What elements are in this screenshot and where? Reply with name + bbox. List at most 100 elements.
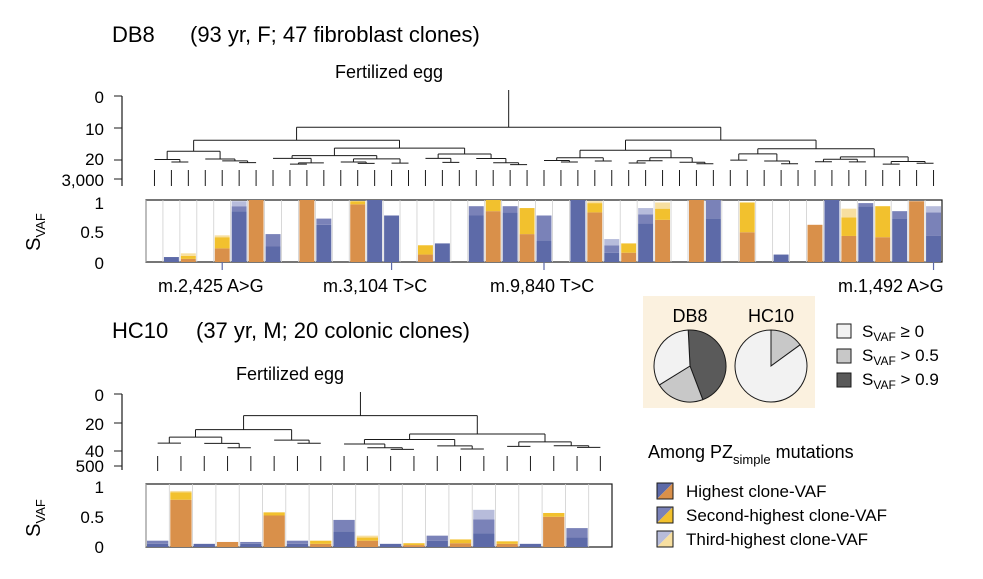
db8-bar-33-second xyxy=(705,200,721,219)
db8-root-label: Fertilized egg xyxy=(335,62,443,82)
hc10-root-label: Fertilized egg xyxy=(236,364,344,384)
db8-bar-5-third xyxy=(231,201,247,207)
mutation-legend-swatch-1-frame xyxy=(656,506,674,524)
mutation-legend-swatch-2-frame xyxy=(656,530,674,548)
pie-0-slice-2 xyxy=(687,329,727,401)
hc10-bar-10-highest xyxy=(380,543,402,547)
hc10-bar-15-second xyxy=(496,541,518,544)
pie-legend-text-1: SVAF > 0.5 xyxy=(862,346,939,368)
hc10-bar-3-highest xyxy=(216,541,239,547)
mutation-legend-swatch-0-frame xyxy=(656,482,674,500)
hc10-bar-13-highest xyxy=(449,543,472,547)
db8-bar-43-highest xyxy=(875,237,891,262)
hc10-bar-8-highest xyxy=(333,531,355,547)
hc10-tree-tick-40: 40 xyxy=(85,442,104,461)
db8-bar-28-second xyxy=(621,243,637,253)
db8-tree-tick-3000: 3,000 xyxy=(61,171,104,190)
hc10-bar-1-third xyxy=(170,490,192,493)
hc10-bar-16-highest xyxy=(519,543,542,547)
db8-bar-41-highest xyxy=(841,235,857,262)
db8-bar-20-second xyxy=(485,200,501,212)
db8-bar-29-third xyxy=(638,208,654,215)
db8-bar-5-highest xyxy=(231,211,247,262)
hc10-bar-14-third xyxy=(473,509,495,520)
hc10-bar-11-highest xyxy=(403,545,425,547)
db8-bar-35-highest xyxy=(739,232,755,262)
db8-bar-46-third xyxy=(926,206,941,213)
hc10-bar-15-highest xyxy=(496,543,518,547)
pies xyxy=(653,329,808,403)
pie-legend-swatch-2 xyxy=(836,372,852,388)
db8-ylabel-sub: VAF xyxy=(33,213,48,237)
hc10-ylabel: SVAF xyxy=(23,499,48,537)
db8-bar-42-second xyxy=(858,203,874,207)
mutation-label-2: m.9,840 T>C xyxy=(490,276,594,296)
pie-legend-text-0: SVAF ≥ 0 xyxy=(862,322,924,344)
db8-bar-10-second xyxy=(316,218,332,225)
mutation-legend-swatch-0-b xyxy=(657,483,673,499)
db8-bar-27-highest xyxy=(604,252,620,262)
hc10-bar-12-highest xyxy=(426,540,448,547)
hc10-bar-17-second xyxy=(543,512,565,517)
db8-bar-45-highest xyxy=(909,201,925,262)
db8-bar-12-second xyxy=(350,201,366,205)
db8-ytick-1: 1 xyxy=(95,194,104,213)
hc10-bar-9-second xyxy=(356,537,378,541)
db8-bar-30-second xyxy=(655,208,671,220)
pie-label-db8: DB8 xyxy=(672,306,707,326)
pie-0-slice-1 xyxy=(658,365,704,403)
db8-bar-6-highest xyxy=(248,200,264,262)
hc10-bar-0-second xyxy=(147,540,169,544)
db8-bar-44-second xyxy=(892,211,908,219)
pie-1-slice-0 xyxy=(734,329,808,403)
mutation-legend-highest: Highest clone-VAF xyxy=(686,482,826,501)
mutation-legend: Highest clone-VAF Second-highest clone-V… xyxy=(656,482,887,549)
hc10-bar-0-highest xyxy=(147,543,169,547)
db8-bar-23-highest xyxy=(536,240,552,262)
db8-bar-16-second xyxy=(417,245,433,255)
db8-ytick-05: 0.5 xyxy=(80,223,104,242)
db8-bar-29-highest xyxy=(638,223,654,262)
svg-text:SVAF: SVAF xyxy=(23,499,48,537)
hc10-bar-14-highest xyxy=(473,533,495,547)
db8-bar-35-second xyxy=(739,202,755,233)
mutation-label-1: m.3,104 T>C xyxy=(323,276,427,296)
hc10-bar-8-second xyxy=(333,519,355,532)
db8-bar-14-highest xyxy=(384,215,400,262)
db8-bar-17-highest xyxy=(434,243,450,262)
db8-subtitle: (93 yr, F; 47 fibroblast clones) xyxy=(190,22,480,47)
db8-bar-4-second xyxy=(214,237,230,249)
mutation-legend-title: Among PZsimple mutations xyxy=(648,442,854,467)
db8-bar-2-second xyxy=(180,255,196,259)
hc10-bar-18-highest xyxy=(566,537,588,547)
db8-bar-5-second xyxy=(231,206,247,212)
db8-bar-19-second xyxy=(468,206,484,216)
db8-bar-28-highest xyxy=(621,252,637,262)
hc10-bar-9-highest xyxy=(356,540,378,547)
db8-bar-41-second xyxy=(841,217,857,236)
db8-bar-23-second xyxy=(536,215,552,241)
hc10-tree-tick-20: 20 xyxy=(85,415,104,434)
db8-bar-22-second xyxy=(519,208,535,235)
hc10-bar-13-second xyxy=(449,539,472,544)
db8-bar-26-third xyxy=(587,201,603,204)
db8-bar-12-highest xyxy=(350,204,366,262)
hc10-bar-axis: 1 0.5 0 SVAF xyxy=(23,478,104,557)
mutation-legend-swatch-1-b xyxy=(657,507,673,523)
pie-legend: SVAF ≥ 0 SVAF > 0.5 SVAF > 0.9 xyxy=(836,322,939,392)
db8-ylabel: SVAF xyxy=(23,213,48,251)
db8-ylabel-s: S xyxy=(23,237,45,250)
db8-bar-46-second xyxy=(926,212,941,236)
db8-bar-2-highest xyxy=(180,258,196,262)
hc10-dendrogram xyxy=(157,392,601,471)
db8-bar-22-highest xyxy=(519,234,535,262)
hc10-ylabel-sub: VAF xyxy=(33,499,48,523)
mutation-legend-swatch-2-b xyxy=(657,531,673,547)
db8-bar-27-second xyxy=(604,245,620,253)
db8-bar-16-highest xyxy=(417,254,433,262)
db8-bar-2-third xyxy=(180,253,196,256)
hc10-bar-9-third xyxy=(356,535,378,538)
db8-bar-19-highest xyxy=(468,215,484,262)
db8-bar-9-highest xyxy=(299,200,315,262)
